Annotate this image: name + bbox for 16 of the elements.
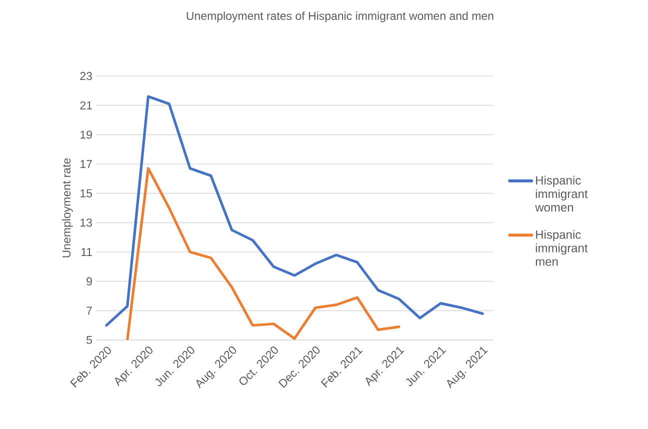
- line-series: [126, 167, 400, 340]
- legend-label: Hispanic immigrant men: [536, 230, 588, 266]
- y-tick-label: 13: [80, 218, 92, 227]
- y-tick-label: 11: [81, 248, 92, 256]
- legend-label: Hispanic immigrant women: [535, 176, 588, 212]
- y-tick-label: 21: [80, 101, 92, 110]
- y-axis-title: Unemployment rate: [62, 158, 73, 258]
- line-series: [105, 95, 484, 327]
- y-tick-label: 23: [80, 72, 92, 80]
- y-tick-label: 17: [80, 160, 92, 168]
- y-tick-label: 5: [86, 336, 92, 344]
- y-tick-label: 19: [80, 130, 92, 139]
- y-tick-label: 15: [80, 189, 92, 198]
- y-tick-label: 7: [86, 306, 92, 315]
- chart-title: Unemployment rates of Hispanic immigrant women and men: [186, 12, 494, 22]
- y-tick-label: 9: [86, 277, 92, 286]
